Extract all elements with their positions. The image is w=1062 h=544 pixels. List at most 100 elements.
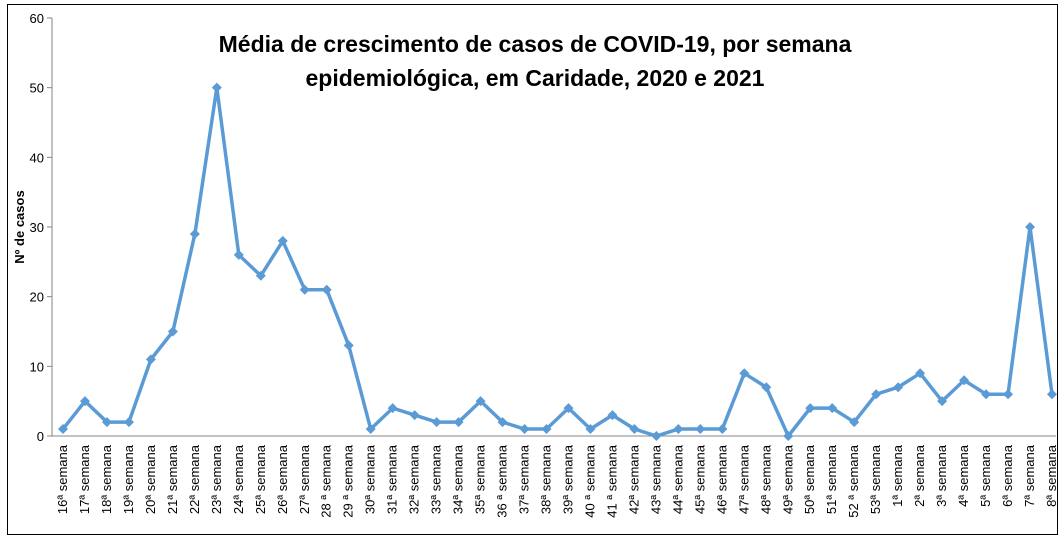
data-point xyxy=(365,424,376,435)
x-tick-label: 37ª semana xyxy=(517,444,532,514)
chart-subtitle: epidemiológica, em Caridade, 2020 e 2021 xyxy=(306,65,765,91)
data-point xyxy=(123,417,134,428)
x-tick-label: 39ª semana xyxy=(560,444,575,514)
x-tick-label: 24ª semana xyxy=(231,444,246,514)
data-point xyxy=(937,396,948,407)
data-point xyxy=(915,368,926,379)
x-tick-label: 6ª semana xyxy=(1000,444,1015,507)
chart-border xyxy=(7,4,1058,535)
y-tick-label: 60 xyxy=(30,11,44,26)
data-point xyxy=(981,389,992,400)
x-tick-label: 7ª semana xyxy=(1022,444,1037,507)
data-point xyxy=(519,424,530,435)
x-tick-label: 20ª semana xyxy=(143,444,158,514)
data-point xyxy=(497,417,508,428)
data-point xyxy=(1025,222,1036,232)
data-point xyxy=(475,396,486,407)
x-tick-label: 36 ª semana xyxy=(495,444,510,518)
data-point xyxy=(541,424,552,435)
data-point xyxy=(79,396,90,407)
y-tick-label: 20 xyxy=(30,290,44,305)
data-point xyxy=(453,417,464,428)
x-tick-label: 46ª semana xyxy=(714,444,729,514)
data-point xyxy=(739,368,750,379)
x-tick-label: 22ª semana xyxy=(187,444,202,514)
data-point xyxy=(299,284,310,295)
data-point xyxy=(871,389,882,400)
x-tick-label: 34ª semana xyxy=(451,444,466,514)
data-point xyxy=(629,424,640,435)
data-point xyxy=(607,410,618,421)
x-tick-label: 16ª semana xyxy=(55,444,70,514)
data-point xyxy=(409,410,420,421)
y-tick-label: 40 xyxy=(30,150,44,165)
x-tick-label: 18ª semana xyxy=(99,444,114,514)
x-tick-label: 4ª semana xyxy=(956,444,971,507)
x-tick-label: 50ª semana xyxy=(802,444,817,514)
data-point xyxy=(58,424,68,435)
x-tick-label: 33ª semana xyxy=(429,444,444,514)
x-tick-label: 17ª semana xyxy=(77,444,92,514)
data-point xyxy=(387,403,398,414)
data-point xyxy=(717,424,728,435)
data-point xyxy=(827,403,838,414)
x-tick-label: 2ª semana xyxy=(912,444,927,507)
y-axis-label: Nº de casos xyxy=(12,190,27,263)
x-tick-label: 35ª semana xyxy=(473,444,488,514)
x-tick-label: 28 ª semana xyxy=(319,444,334,518)
data-point xyxy=(343,340,354,351)
x-tick-label: 48ª semana xyxy=(758,444,773,514)
data-point xyxy=(695,424,706,435)
data-point xyxy=(145,354,156,365)
x-tick-label: 3ª semana xyxy=(934,444,949,507)
x-tick-label: 8ª semana xyxy=(1044,444,1059,507)
x-tick-label: 29 ª semana xyxy=(341,444,356,518)
x-tick-label: 47ª semana xyxy=(736,444,751,514)
x-tick-label: 53ª semana xyxy=(868,444,883,514)
x-tick-label: 52 ª semana xyxy=(846,444,861,518)
x-tick-label: 45ª semana xyxy=(692,444,707,514)
data-point xyxy=(189,228,200,239)
data-point xyxy=(321,284,332,295)
y-tick-label: 10 xyxy=(30,359,44,374)
data-point xyxy=(673,424,684,435)
x-tick-label: 44ª semana xyxy=(670,444,685,514)
data-point xyxy=(783,431,794,441)
x-tick-label: 31ª semana xyxy=(385,444,400,514)
x-tick-label: 26ª semana xyxy=(275,444,290,514)
data-point xyxy=(211,82,222,93)
data-point xyxy=(761,382,772,393)
x-tick-label: 5ª semana xyxy=(978,444,993,507)
data-point xyxy=(431,417,442,428)
data-point xyxy=(959,375,970,386)
data-point xyxy=(1047,389,1057,400)
x-tick-label: 43ª semana xyxy=(648,444,663,514)
x-tick-label: 30ª semana xyxy=(363,444,378,514)
x-tick-label: 38ª semana xyxy=(539,444,554,514)
series-line xyxy=(61,85,1054,438)
data-point xyxy=(233,249,244,260)
x-tick-label: 19ª semana xyxy=(121,444,136,514)
data-point xyxy=(849,417,860,428)
data-point xyxy=(585,424,596,435)
data-point xyxy=(101,417,112,428)
x-tick-label: 1ª semana xyxy=(890,444,905,507)
x-tick-label: 27ª semana xyxy=(297,444,312,514)
x-tick-label: 23ª semana xyxy=(209,444,224,514)
x-tick-label: 32ª semana xyxy=(407,444,422,514)
x-tick-label: 41 ª semana xyxy=(604,444,619,518)
x-tick-label: 21ª semana xyxy=(165,444,180,514)
x-tick-label: 40 ª semana xyxy=(582,444,597,518)
data-point xyxy=(277,235,288,246)
y-tick-label: 30 xyxy=(30,220,44,235)
y-tick-label: 50 xyxy=(30,81,44,96)
x-tick-label: 51ª semana xyxy=(824,444,839,514)
x-tick-label: 42ª semana xyxy=(626,444,641,514)
data-point xyxy=(805,403,816,414)
data-point xyxy=(167,326,178,337)
data-point xyxy=(255,270,266,281)
x-tick-label: 49ª semana xyxy=(780,444,795,514)
data-point xyxy=(563,403,574,414)
data-point xyxy=(893,382,904,393)
